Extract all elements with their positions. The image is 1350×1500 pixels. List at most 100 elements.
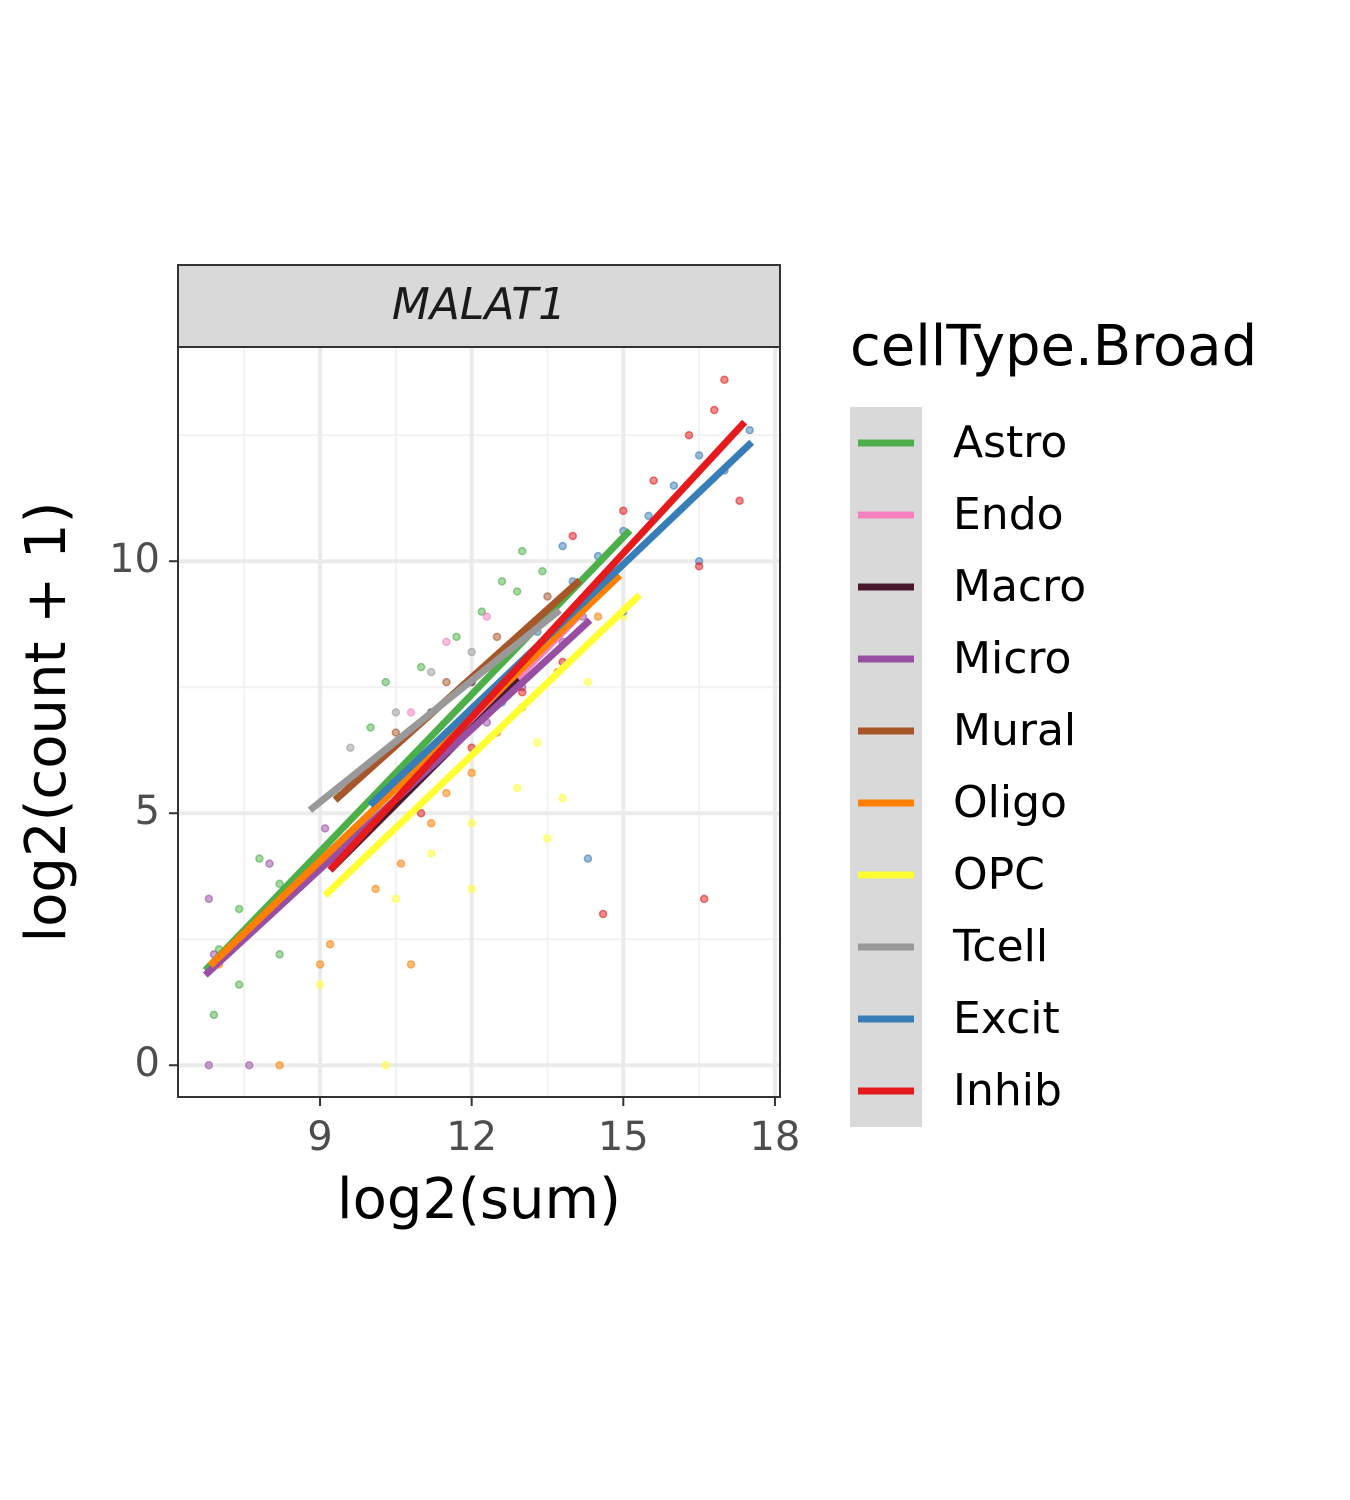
point xyxy=(255,854,264,863)
point xyxy=(694,451,704,460)
point xyxy=(366,723,375,732)
point xyxy=(391,708,401,717)
point xyxy=(371,884,380,894)
point xyxy=(583,854,593,863)
point xyxy=(396,859,406,868)
point xyxy=(649,476,658,485)
point xyxy=(477,607,487,616)
point xyxy=(346,743,355,752)
point xyxy=(558,541,567,551)
legend-label: Oligo xyxy=(953,777,1067,828)
point xyxy=(381,1060,390,1070)
point xyxy=(275,879,284,889)
point xyxy=(320,824,330,833)
point xyxy=(325,940,335,949)
point xyxy=(234,980,244,989)
point xyxy=(538,567,547,576)
point xyxy=(426,849,436,858)
point xyxy=(710,405,719,415)
point xyxy=(204,1060,214,1070)
point xyxy=(467,768,476,778)
point xyxy=(467,647,476,657)
legend-key-background xyxy=(850,407,922,1127)
point xyxy=(234,904,244,914)
point xyxy=(391,728,401,737)
point xyxy=(533,738,542,747)
point xyxy=(512,587,522,596)
point xyxy=(442,788,451,798)
point xyxy=(467,819,476,828)
fit-line xyxy=(327,419,748,873)
legend-label: Micro xyxy=(953,633,1071,684)
point xyxy=(204,894,214,904)
point xyxy=(517,546,527,556)
point xyxy=(694,562,704,571)
point xyxy=(209,1010,219,1020)
point xyxy=(568,531,578,541)
point xyxy=(245,1060,254,1070)
point xyxy=(406,708,416,717)
point xyxy=(543,592,552,601)
fit-lines xyxy=(202,419,755,978)
point xyxy=(416,808,426,818)
fit-line xyxy=(322,592,642,898)
point xyxy=(699,894,709,904)
fit-line xyxy=(202,528,633,973)
facet-label: MALAT1 xyxy=(392,279,566,330)
point xyxy=(669,481,679,490)
point xyxy=(467,884,476,894)
point xyxy=(442,677,451,687)
point xyxy=(593,612,603,621)
point xyxy=(512,783,522,793)
point xyxy=(583,677,593,687)
y-tick-label: 10 xyxy=(109,536,160,582)
x-tick-label: 18 xyxy=(749,1114,800,1160)
point xyxy=(452,632,461,642)
point xyxy=(315,980,325,989)
point xyxy=(598,909,608,919)
x-axis-title: log2(sum) xyxy=(337,1167,621,1232)
point xyxy=(315,960,325,969)
point xyxy=(517,688,527,697)
point xyxy=(275,1060,284,1070)
legend-label: Macro xyxy=(953,561,1086,612)
point xyxy=(426,819,436,828)
point xyxy=(381,677,390,687)
point xyxy=(619,506,628,516)
y-tick-label: 5 xyxy=(135,788,160,834)
legend-label: Excit xyxy=(953,993,1060,1044)
x-tick-label: 12 xyxy=(446,1114,497,1160)
legend-label: Tcell xyxy=(952,921,1048,972)
legend-label: Astro xyxy=(953,417,1067,468)
legend-label: Mural xyxy=(953,705,1076,756)
legend-label: OPC xyxy=(953,849,1045,900)
point xyxy=(735,496,744,505)
point xyxy=(482,612,492,621)
point xyxy=(391,894,401,904)
x-tick-label: 9 xyxy=(307,1114,332,1160)
point xyxy=(745,425,754,435)
legend: Astro Endo Macro Micro Mural Oligo OPC Tcell Exc… xyxy=(858,417,1086,1116)
point xyxy=(720,375,729,385)
point xyxy=(644,511,653,521)
panel-border xyxy=(177,346,781,1098)
point xyxy=(406,960,416,969)
y-axis-title: log2(count + 1) xyxy=(14,502,79,943)
point xyxy=(265,859,274,868)
fit-line xyxy=(207,572,623,968)
legend-title: cellType.Broad xyxy=(850,314,1257,379)
point xyxy=(426,667,436,677)
point xyxy=(492,632,502,642)
facet-strip xyxy=(177,264,781,348)
axes: 9 12 15 18 0 5 10 xyxy=(109,536,800,1160)
y-tick-label: 0 xyxy=(135,1040,160,1086)
point xyxy=(416,662,426,672)
point xyxy=(684,430,694,440)
point xyxy=(497,577,507,586)
point xyxy=(543,834,552,843)
legend-label: Inhib xyxy=(953,1065,1062,1116)
fit-line xyxy=(307,607,562,813)
point xyxy=(275,950,284,959)
